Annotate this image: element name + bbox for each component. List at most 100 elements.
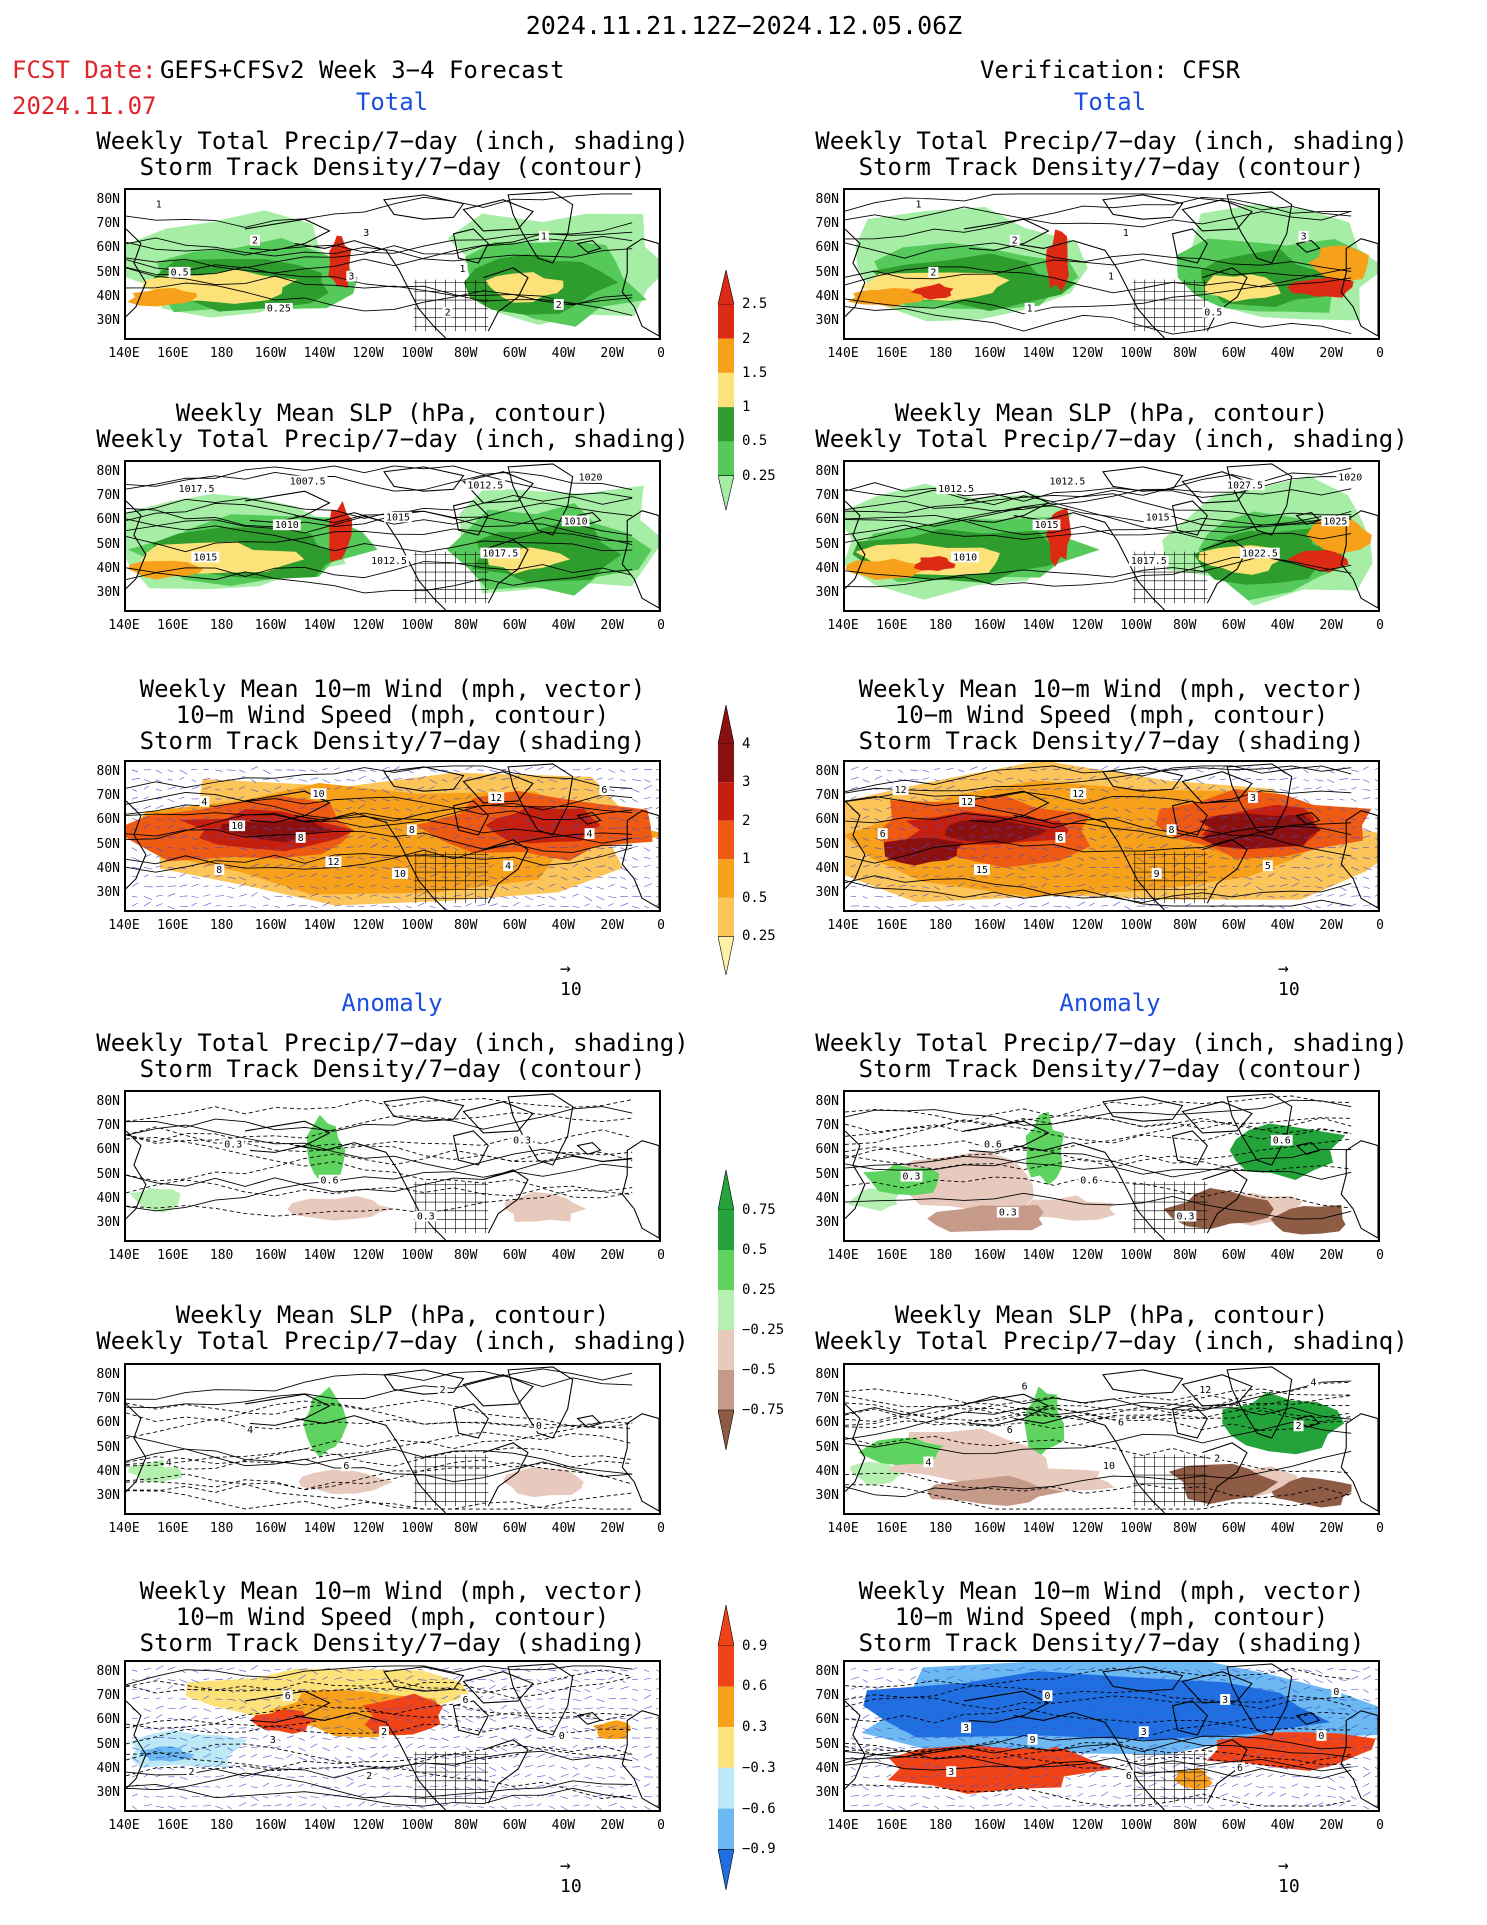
anom-precip-shade	[1271, 1476, 1352, 1508]
lon-tick-label: 80W	[453, 1248, 478, 1263]
contour-label: 1	[1027, 304, 1033, 315]
contour-label-bg	[1078, 1174, 1101, 1186]
precip-shade	[1287, 277, 1354, 298]
state-borders	[413, 1751, 489, 1804]
contour-label-bg	[959, 796, 976, 807]
panel-title-line: Weekly Total Precip/7−day (inch, shading…	[815, 127, 1408, 155]
anom-precip-shade	[927, 1205, 1044, 1233]
contour-label-bg	[1138, 1726, 1149, 1737]
contour-label-bg	[1293, 1420, 1304, 1432]
lon-tick-label: 0	[1376, 1248, 1384, 1263]
lon-tick-label: 160E	[876, 1818, 908, 1833]
lon-tick-label: 100W	[1120, 346, 1152, 361]
lon-tick-label: 80W	[453, 1818, 478, 1833]
lon-tick-label: 180	[928, 618, 953, 633]
contour-label: 1007.5	[290, 476, 326, 487]
contour-label-bg	[341, 1460, 352, 1472]
contour-label-bg	[1308, 1376, 1319, 1388]
panel-title-line: Storm Track Density/7−day (contour)	[858, 153, 1365, 181]
lat-tick-label: 30N	[96, 1215, 120, 1231]
colorbar-label: 0.25	[742, 928, 776, 945]
state-borders	[413, 851, 489, 904]
contour-label: 0.3	[224, 1140, 242, 1151]
anom-storm-shade	[863, 1671, 1331, 1741]
contour-lines	[126, 765, 633, 873]
lon-tick-label: 80W	[1172, 618, 1197, 633]
contour-label-bg	[1027, 1734, 1038, 1745]
vector-ref-right-total: → 10	[1278, 958, 1300, 1000]
lat-tick-label: 50N	[815, 1736, 839, 1752]
anom-precip-shade	[303, 1386, 348, 1458]
contour-label: 6	[1126, 1771, 1132, 1782]
precip-shade	[913, 555, 956, 571]
contour-label: 9	[1030, 1735, 1036, 1746]
lon-tick-label: 160W	[973, 1521, 1006, 1536]
panel-title-line: 10−m Wind Speed (mph, contour)	[894, 1603, 1329, 1631]
lon-tick-label: 180	[928, 918, 953, 933]
contour-label: 0.6	[1080, 1176, 1098, 1187]
lon-tick-label: 140W	[303, 918, 335, 933]
lat-tick-label: 40N	[96, 1190, 120, 1206]
lon-tick-label: 140W	[303, 1818, 335, 1833]
lat-tick-label: 80N	[815, 191, 839, 207]
contour-label-bg	[1197, 1384, 1214, 1396]
contour-label: 1	[541, 232, 547, 243]
contour-label: 3	[1301, 232, 1307, 243]
state-borders	[1132, 279, 1208, 332]
panel-title-line: Weekly Mean 10−m Wind (mph, vector)	[858, 1577, 1365, 1605]
lon-tick-label: 140W	[303, 1521, 335, 1536]
anom-precip-shade	[1168, 1463, 1279, 1505]
colorbar-arrow-top	[717, 269, 735, 305]
lat-tick-label: 80N	[815, 1366, 839, 1382]
contour-label: 0	[1045, 1691, 1051, 1702]
anom-precip-shade	[1025, 1111, 1065, 1186]
contour-label: 6	[1022, 1381, 1028, 1392]
panel-title-line: Weekly Total Precip/7−day (inch, shading…	[815, 425, 1408, 453]
contour-label-bg	[576, 471, 605, 483]
contour-label: 6	[462, 1695, 468, 1706]
contour-label: 6	[880, 829, 886, 840]
contour-label: 0.5	[1204, 308, 1222, 319]
contour-label: 4	[1311, 1378, 1317, 1389]
contour-label: 1022.5	[1242, 549, 1278, 560]
lon-tick-label: 160W	[973, 918, 1006, 933]
anom-storm-shade	[130, 1730, 248, 1768]
lon-tick-label: 100W	[1120, 1521, 1152, 1536]
contour-label: 1025	[1323, 516, 1347, 527]
contour-label-bg	[584, 828, 595, 839]
lon-tick-label: 80W	[453, 918, 478, 933]
colorbar-swatch	[718, 1370, 734, 1410]
anom-storm-shade	[592, 1720, 631, 1740]
lon-tick-label: 100W	[401, 1521, 433, 1536]
forecast-map-precip-total: 1 2 3 2 1 0.5 0.25 3 1 2	[124, 188, 661, 340]
lat-tick-label: 30N	[96, 885, 120, 901]
contour-label-bg	[369, 555, 409, 567]
contour-label: 0.25	[267, 304, 291, 315]
lon-tick-label: 0	[657, 346, 665, 361]
lon-tick-label: 20W	[600, 618, 624, 633]
contour-label: 2	[252, 236, 258, 247]
lon-tick-label: 160E	[876, 1521, 908, 1536]
state-borders	[413, 1181, 489, 1234]
contour-label-bg	[480, 547, 521, 559]
lat-tick-label: 50N	[96, 1736, 120, 1752]
coastlines	[845, 763, 1378, 910]
colorbar-label: 0.5	[742, 433, 768, 450]
colorbar-storm-anomaly	[717, 1604, 735, 1896]
lon-tick-label: 140W	[1022, 918, 1054, 933]
lon-tick-label: 160E	[157, 1248, 189, 1263]
contour-label: 2	[445, 308, 451, 319]
contour-label-bg	[1220, 1694, 1231, 1705]
panel-title-line: Weekly Mean 10−m Wind (mph, vector)	[139, 675, 646, 703]
lon-tick-label: 160E	[157, 346, 189, 361]
lon-tick-label: 100W	[401, 346, 433, 361]
lon-tick-label: 120W	[1071, 618, 1103, 633]
contour-label-bg	[1151, 868, 1162, 879]
contour-label-bg	[199, 796, 210, 807]
lat-tick-label: 50N	[815, 836, 839, 852]
colorbar-arrow-top	[717, 1604, 735, 1647]
lon-tick-label: 140W	[303, 1248, 335, 1263]
lon-tick-label: 60W	[502, 618, 527, 633]
contour-label: 10	[231, 821, 243, 832]
lat-tick-label: 30N	[815, 885, 839, 901]
